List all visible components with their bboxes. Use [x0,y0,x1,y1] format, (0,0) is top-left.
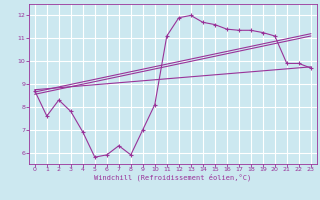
X-axis label: Windchill (Refroidissement éolien,°C): Windchill (Refroidissement éolien,°C) [94,174,252,181]
